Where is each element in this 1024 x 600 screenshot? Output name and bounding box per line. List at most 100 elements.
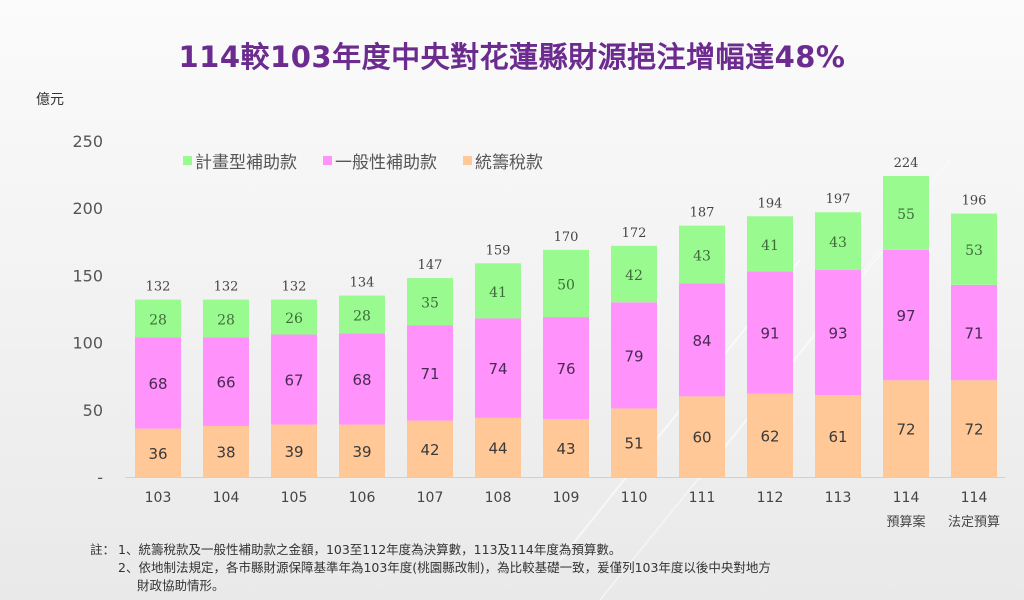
data-label-project-subsidy: 28: [353, 308, 371, 324]
bar-segment-tax-allocation: [475, 417, 521, 477]
data-label-tax-allocation: 39: [284, 443, 303, 461]
data-label-tax-allocation: 51: [624, 435, 643, 453]
bar-segment-general-subsidy: [951, 284, 997, 381]
data-label-general-subsidy: 66: [216, 374, 235, 392]
data-label-general-subsidy: 91: [760, 325, 779, 343]
total-label: 224: [894, 156, 919, 171]
total-label: 187: [690, 206, 715, 221]
data-label-project-subsidy: 41: [489, 285, 507, 301]
data-label-general-subsidy: 71: [420, 365, 439, 383]
bar-segment-tax-allocation: [135, 428, 181, 477]
y-tick-label: 150: [72, 266, 103, 285]
total-label: 159: [486, 243, 511, 258]
data-label-project-subsidy: 41: [761, 238, 779, 254]
bar-segment-tax-allocation: [203, 425, 249, 477]
total-label: 132: [146, 280, 171, 295]
data-label-project-subsidy: 26: [285, 311, 303, 327]
bar-segment-general-subsidy: [747, 271, 793, 394]
data-label-tax-allocation: 60: [692, 429, 711, 447]
total-label: 170: [554, 230, 579, 245]
bar-segment-tax-allocation: [679, 396, 725, 477]
data-label-project-subsidy: 28: [149, 312, 167, 328]
bar-segment-project-subsidy: [407, 278, 453, 326]
bar-segment-general-subsidy: [679, 283, 725, 397]
data-label-project-subsidy: 53: [965, 243, 983, 259]
bar-segment-general-subsidy: [543, 317, 589, 420]
chart-title: 114較103年度中央對花蓮縣財源挹注增幅達48%: [178, 40, 846, 74]
data-label-general-subsidy: 97: [896, 307, 915, 325]
y-tick-label: -: [97, 468, 103, 487]
x-tick-label: 105: [281, 490, 308, 506]
x-tick-label: 103: [145, 490, 172, 506]
bar-segment-general-subsidy: [407, 325, 453, 421]
footnote-2-continued: 財政協助情形。: [137, 578, 225, 593]
total-label: 172: [622, 226, 647, 241]
x-tick-label: 110: [621, 490, 648, 506]
x-tick-label: 112: [757, 490, 784, 506]
data-label-tax-allocation: 72: [896, 421, 915, 439]
bar-segment-tax-allocation: [407, 420, 453, 477]
bar-segment-tax-allocation: [951, 380, 997, 477]
data-label-tax-allocation: 42: [420, 441, 439, 459]
bar-segment-project-subsidy: [747, 216, 793, 272]
total-label: 197: [826, 192, 851, 207]
total-label: 196: [962, 194, 987, 209]
data-label-project-subsidy: 43: [693, 249, 711, 265]
footnote-1: 1、統籌稅款及一般性補助款之金額，103至112年度為決算數，113及114年度…: [118, 542, 622, 557]
total-label: 132: [282, 280, 307, 295]
data-label-general-subsidy: 84: [692, 332, 711, 350]
bar-segment-tax-allocation: [815, 395, 861, 477]
bar-segment-general-subsidy: [475, 318, 521, 418]
x-tick-label: 113: [825, 490, 852, 506]
x-tick-sublabel: 預算案: [886, 515, 925, 530]
bar-segment-project-subsidy: [135, 299, 181, 338]
y-tick-label: 100: [72, 334, 103, 353]
footnote-prefix: 註：: [90, 542, 116, 557]
total-label: 132: [214, 280, 239, 295]
bar-segment-project-subsidy: [271, 299, 317, 335]
data-label-project-subsidy: 42: [625, 268, 643, 284]
x-tick-label: 114: [961, 490, 988, 506]
bar-segment-project-subsidy: [543, 249, 589, 318]
data-label-tax-allocation: 39: [352, 443, 371, 461]
data-label-general-subsidy: 68: [352, 371, 371, 389]
x-tick-label: 111: [689, 490, 716, 506]
total-label: 134: [350, 276, 375, 291]
data-label-project-subsidy: 50: [557, 277, 575, 293]
bar-segment-tax-allocation: [271, 424, 317, 477]
data-label-general-subsidy: 67: [284, 372, 303, 390]
x-tick-label: 107: [417, 490, 444, 506]
data-label-tax-allocation: 38: [216, 443, 235, 461]
x-tick-label: 109: [553, 490, 580, 506]
data-label-project-subsidy: 28: [217, 312, 235, 328]
data-label-tax-allocation: 62: [760, 427, 779, 445]
bar-segment-general-subsidy: [203, 337, 249, 426]
data-label-project-subsidy: 55: [897, 207, 915, 223]
x-tick-label: 114: [893, 490, 920, 506]
legend-label-project-subsidy: 計畫型補助款: [195, 153, 297, 173]
data-label-tax-allocation: 36: [148, 445, 167, 463]
bar-segment-tax-allocation: [747, 393, 793, 477]
x-tick-label: 106: [349, 490, 376, 506]
data-label-tax-allocation: 43: [556, 440, 575, 458]
data-label-general-subsidy: 74: [488, 360, 507, 378]
data-label-tax-allocation: 72: [964, 421, 983, 439]
bar-segment-project-subsidy: [883, 175, 929, 250]
bar-segment-project-subsidy: [679, 225, 725, 284]
bar-segment-general-subsidy: [339, 333, 385, 425]
legend-swatch-project-subsidy: [183, 156, 192, 165]
bar-segment-tax-allocation: [611, 408, 657, 477]
bar-segment-tax-allocation: [339, 424, 385, 477]
legend-item-tax-allocation: 統籌稅款: [463, 148, 543, 173]
bar-segment-general-subsidy: [271, 334, 317, 425]
bar-segment-project-subsidy: [815, 212, 861, 271]
data-label-tax-allocation: 61: [828, 428, 847, 446]
y-tick-label: 50: [83, 401, 103, 420]
footnote-2: 2、依地制法規定，各市縣財源保障基準年為103年度(桃園縣改制)，為比較基礎一致…: [118, 560, 771, 575]
bar-segment-tax-allocation: [883, 380, 929, 477]
legend-swatch-general-subsidy: [323, 156, 332, 165]
data-label-project-subsidy: 35: [421, 296, 439, 312]
legend-item-project-subsidy: 計畫型補助款: [183, 148, 297, 173]
data-label-tax-allocation: 44: [488, 439, 507, 457]
